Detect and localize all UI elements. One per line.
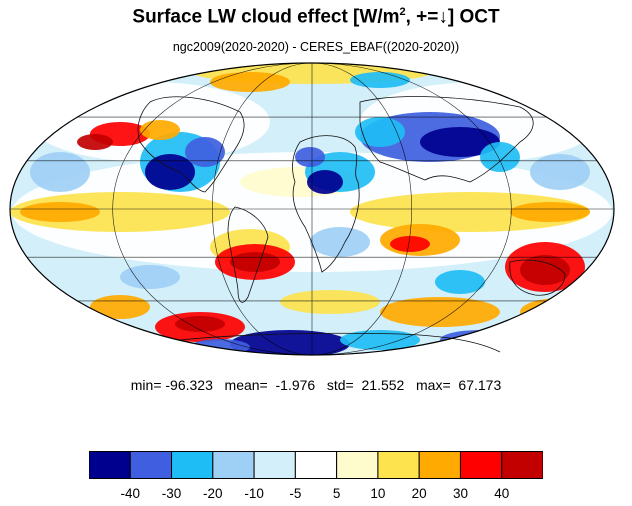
colorbar-box — [253, 451, 296, 479]
colorbar-box — [377, 451, 420, 479]
colorbar-tick-label: -20 — [203, 486, 223, 501]
map-border — [9, 62, 615, 356]
colorbar — [89, 451, 543, 479]
colorbar-box — [418, 451, 461, 479]
colorbar-tick-label: 5 — [332, 486, 341, 501]
colorbar-tick-label: 10 — [370, 486, 386, 501]
plot-subtitle: ngc2009(2020-2020) - CERES_EBAF((2020-20… — [172, 40, 460, 54]
stats-line: min= -96.323 mean= -1.976 std= 21.552 ma… — [130, 377, 502, 393]
coastlines — [137, 96, 566, 353]
colorbar-box — [294, 451, 338, 479]
colorbar-tick-label: 20 — [411, 486, 427, 501]
colorbar-tick-label: 40 — [494, 486, 510, 501]
colorbar-box — [336, 451, 379, 479]
colorbar-box — [501, 451, 543, 479]
colorbar-box — [212, 451, 255, 479]
colorbar-box — [459, 451, 503, 479]
world-map — [9, 62, 615, 356]
colorbar-box — [171, 451, 214, 479]
colorbar-tick-label: 30 — [452, 486, 468, 501]
colorbar-box — [129, 451, 173, 479]
plot-title: Surface LW cloud effect [W/m2, +=↓] OCT — [132, 6, 500, 28]
colorbar-tick-label: -30 — [161, 486, 182, 501]
colorbar-box — [89, 451, 131, 479]
colorbar-tick-label: -40 — [120, 486, 141, 501]
colorbar-tick-label: -10 — [244, 486, 264, 501]
colorbar-tick-label: -5 — [289, 486, 302, 501]
